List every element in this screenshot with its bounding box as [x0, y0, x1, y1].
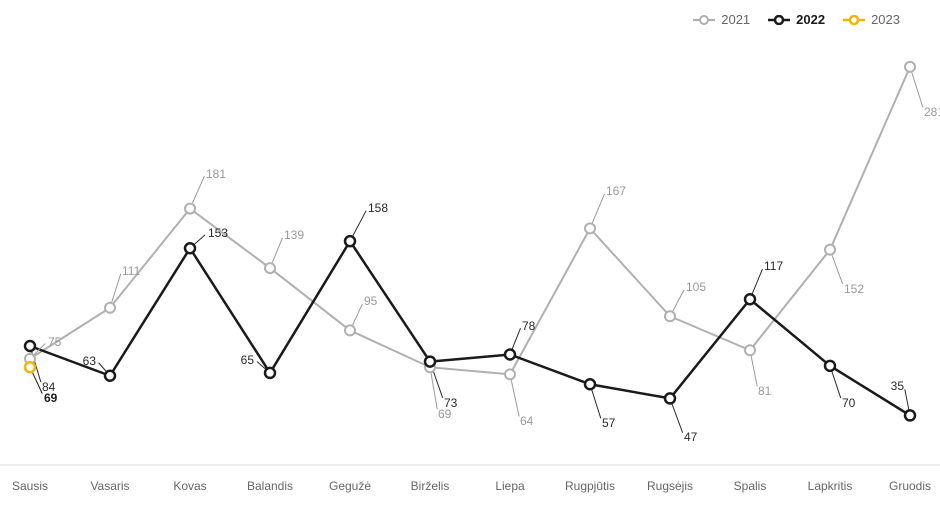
data-point-label: 139: [284, 228, 304, 242]
data-point-label: 153: [208, 226, 228, 240]
data-point-label: 70: [842, 396, 855, 410]
chart-svg: [0, 0, 940, 513]
legend-item: 2021: [693, 12, 750, 27]
legend-label: 2022: [796, 12, 825, 27]
data-point-label: 63: [83, 354, 96, 368]
data-point-label: 152: [844, 282, 864, 296]
x-axis-label: Birželis: [411, 479, 450, 493]
data-point-label: 69: [44, 391, 57, 405]
legend-swatch: [843, 15, 865, 25]
data-point-label: 105: [686, 280, 706, 294]
data-point-label: 81: [758, 384, 771, 398]
data-point-label: 111: [122, 264, 140, 278]
legend-item: 2022: [768, 12, 825, 27]
data-point-label: 117: [764, 259, 783, 273]
legend-label: 2021: [721, 12, 750, 27]
data-point-label: 65: [241, 353, 254, 367]
legend-swatch: [693, 15, 715, 25]
data-point-label: 281: [924, 105, 940, 119]
x-axis-label: Liepa: [495, 479, 524, 493]
legend-item: 2023: [843, 12, 900, 27]
x-axis-label: Spalis: [734, 479, 767, 493]
x-axis-label: Sausis: [12, 479, 48, 493]
chart-container: 2021 2022 2023 Sausis Vasaris Kovas Balandis G…: [0, 0, 940, 513]
x-axis-label: Balandis: [247, 479, 293, 493]
legend-label: 2023: [871, 12, 900, 27]
legend: 2021 2022 2023: [693, 12, 900, 27]
x-axis-label: Rugsėjis: [647, 479, 693, 493]
data-point-label: 78: [522, 319, 535, 333]
x-axis-label: Gegužė: [329, 479, 371, 493]
data-point-label: 47: [684, 430, 697, 444]
x-axis-label: Vasaris: [90, 479, 129, 493]
x-axis-label: Rugpjūtis: [565, 479, 615, 493]
data-point-label: 158: [368, 201, 388, 215]
data-point-label: 73: [444, 396, 457, 410]
data-point-label: 167: [606, 184, 626, 198]
data-point-label: 57: [602, 416, 615, 430]
legend-swatch: [768, 15, 790, 25]
data-point-label: 181: [206, 167, 226, 181]
x-axis-label: Lapkritis: [808, 479, 853, 493]
x-axis-label: Gruodis: [889, 479, 931, 493]
data-point-label: 35: [891, 379, 904, 393]
data-point-label: 95: [364, 294, 377, 308]
x-axis-label: Kovas: [173, 479, 206, 493]
data-point-label: 75: [48, 335, 61, 349]
data-point-label: 64: [520, 414, 533, 428]
